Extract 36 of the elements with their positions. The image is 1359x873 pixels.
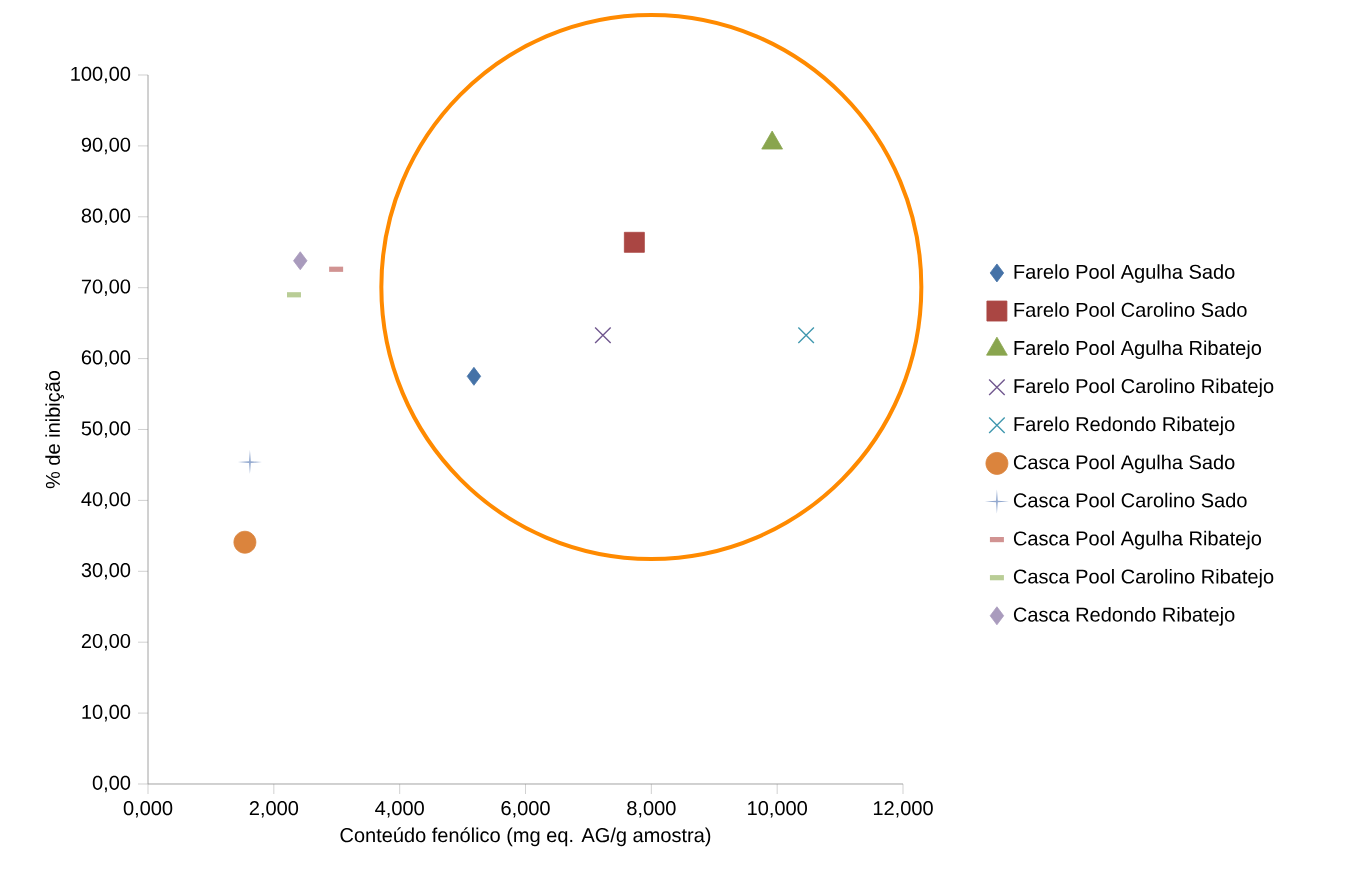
x-tick-label: 0,000 xyxy=(123,801,173,818)
y-axis-title: % de inibição xyxy=(45,370,65,489)
x-tick-label: 2,000 xyxy=(249,801,299,818)
legend-label: Casca Pool Carolino Sado xyxy=(1013,492,1247,508)
legend-label: Casca Pool Carolino Ribatejo xyxy=(1013,568,1274,588)
point xyxy=(797,326,815,344)
point xyxy=(293,251,308,271)
y-tick-label: 30,00 xyxy=(81,563,131,580)
x-tick-label: 8,000 xyxy=(627,801,676,818)
x-axis-title: Conteúdo fenólico (mg eq. AG/g amostra) xyxy=(340,827,711,847)
point xyxy=(233,530,257,554)
legend-label: Casca Redondo Ribatejo xyxy=(1013,607,1235,626)
y-tick-label: 90,00 xyxy=(81,137,131,155)
y-tick-label: 100,00 xyxy=(71,66,131,84)
x-tick-label: 10,000 xyxy=(748,801,807,818)
legend-label: Farelo Pool Carolino Ribatejo xyxy=(1014,378,1274,398)
point xyxy=(594,326,612,344)
y-tick-label: 10,00 xyxy=(82,704,131,722)
x-tick-label: 6,000 xyxy=(501,801,550,818)
legend-label: Casca Pool Agulha Sado xyxy=(1013,454,1235,474)
y-tick-label: 50,00 xyxy=(81,421,131,438)
y-tick-label: 0,00 xyxy=(92,775,131,793)
legend-label: Casca Pool Agulha Ribatejo xyxy=(1013,530,1262,550)
point xyxy=(623,231,645,253)
x-tick-label: 12,000 xyxy=(873,801,933,818)
point xyxy=(466,366,482,386)
y-tick-label: 60,00 xyxy=(81,350,131,367)
y-tick-label: 80,00 xyxy=(81,208,131,226)
legend-label: Farelo Pool Agulha Sado xyxy=(1014,264,1235,283)
y-tick-label: 70,00 xyxy=(81,279,131,296)
x-tick-label: 4,000 xyxy=(375,801,424,818)
legend-label: Farelo Redondo Ribatejo xyxy=(1014,416,1235,436)
y-tick-label: 40,00 xyxy=(81,492,131,509)
y-tick-label: 20,00 xyxy=(81,633,131,651)
legend-label: Farelo Pool Carolino Sado xyxy=(1014,302,1247,317)
legend-label: Farelo Pool Agulha Ribatejo xyxy=(1014,340,1262,360)
